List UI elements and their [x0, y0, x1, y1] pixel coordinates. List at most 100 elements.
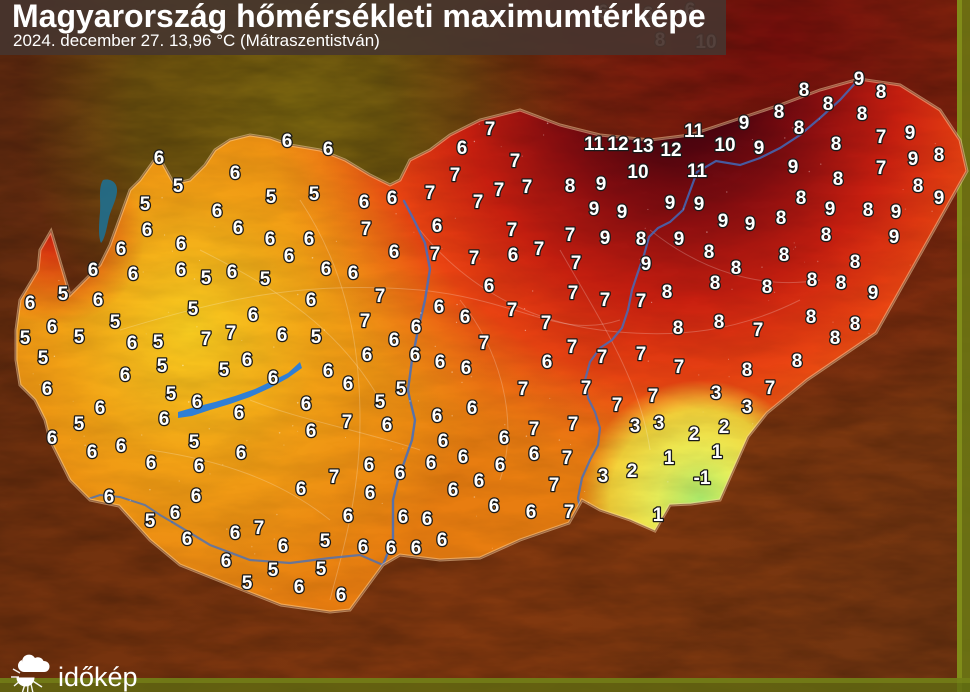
svg-text:7: 7 — [571, 253, 582, 274]
svg-text:6: 6 — [460, 307, 471, 328]
svg-text:9: 9 — [788, 157, 799, 178]
svg-text:6: 6 — [128, 264, 139, 285]
svg-text:7: 7 — [226, 323, 237, 344]
svg-text:6: 6 — [364, 455, 375, 476]
svg-text:6: 6 — [358, 537, 369, 558]
svg-text:6: 6 — [278, 536, 289, 557]
svg-text:7: 7 — [674, 357, 685, 378]
svg-text:2: 2 — [719, 417, 730, 438]
svg-text:6: 6 — [142, 220, 153, 241]
svg-text:6: 6 — [25, 293, 36, 314]
svg-text:-1: -1 — [694, 468, 711, 489]
svg-text:9: 9 — [600, 228, 611, 249]
svg-text:7: 7 — [469, 248, 480, 269]
svg-text:6: 6 — [348, 263, 359, 284]
svg-text:5: 5 — [74, 327, 85, 348]
svg-text:7: 7 — [636, 344, 647, 365]
svg-text:6: 6 — [411, 538, 422, 559]
svg-text:8: 8 — [636, 229, 647, 250]
svg-text:6: 6 — [146, 453, 157, 474]
svg-text:7: 7 — [479, 333, 490, 354]
svg-text:6: 6 — [457, 138, 468, 159]
svg-text:8: 8 — [731, 258, 742, 279]
svg-text:6: 6 — [192, 392, 203, 413]
svg-text:8: 8 — [796, 188, 807, 209]
svg-text:9: 9 — [694, 194, 705, 215]
svg-text:6: 6 — [422, 509, 433, 530]
svg-text:6: 6 — [282, 131, 293, 152]
svg-text:6: 6 — [362, 345, 373, 366]
svg-text:7: 7 — [518, 379, 529, 400]
svg-text:6: 6 — [432, 216, 443, 237]
svg-text:6: 6 — [529, 444, 540, 465]
svg-text:3: 3 — [742, 397, 753, 418]
svg-text:6: 6 — [236, 443, 247, 464]
svg-text:6: 6 — [382, 415, 393, 436]
svg-text:8: 8 — [934, 145, 945, 166]
svg-text:7: 7 — [507, 300, 518, 321]
svg-text:5: 5 — [188, 299, 199, 320]
svg-text:6: 6 — [321, 259, 332, 280]
svg-text:6: 6 — [194, 456, 205, 477]
svg-text:7: 7 — [753, 320, 764, 341]
svg-text:7: 7 — [534, 239, 545, 260]
svg-text:8: 8 — [704, 242, 715, 263]
svg-text:6: 6 — [389, 330, 400, 351]
svg-text:6: 6 — [306, 421, 317, 442]
svg-text:6: 6 — [499, 428, 510, 449]
svg-text:9: 9 — [739, 113, 750, 134]
svg-text:7: 7 — [567, 337, 578, 358]
svg-text:3: 3 — [598, 466, 609, 487]
svg-text:5: 5 — [309, 184, 320, 205]
svg-text:6: 6 — [191, 486, 202, 507]
svg-text:8: 8 — [807, 270, 818, 291]
svg-text:8: 8 — [792, 351, 803, 372]
svg-text:5: 5 — [320, 531, 331, 552]
svg-text:6: 6 — [343, 506, 354, 527]
svg-text:1: 1 — [653, 505, 664, 526]
svg-text:8: 8 — [794, 118, 805, 139]
svg-text:6: 6 — [461, 358, 472, 379]
svg-text:5: 5 — [242, 573, 253, 594]
svg-text:6: 6 — [432, 406, 443, 427]
svg-text:6: 6 — [474, 471, 485, 492]
svg-text:6: 6 — [304, 229, 315, 250]
svg-text:7: 7 — [430, 244, 441, 265]
svg-text:6: 6 — [426, 453, 437, 474]
svg-text:8: 8 — [876, 82, 887, 103]
svg-text:6: 6 — [154, 148, 165, 169]
svg-text:7: 7 — [565, 225, 576, 246]
svg-text:7: 7 — [541, 313, 552, 334]
svg-text:9: 9 — [718, 211, 729, 232]
svg-text:6: 6 — [227, 262, 238, 283]
svg-text:8: 8 — [799, 80, 810, 101]
svg-text:6: 6 — [484, 276, 495, 297]
svg-text:7: 7 — [473, 192, 484, 213]
svg-text:6: 6 — [467, 398, 478, 419]
svg-text:9: 9 — [854, 69, 865, 90]
svg-text:6: 6 — [410, 345, 421, 366]
svg-text:7: 7 — [600, 290, 611, 311]
svg-text:6: 6 — [323, 139, 334, 160]
svg-text:6: 6 — [387, 188, 398, 209]
svg-text:6: 6 — [212, 201, 223, 222]
svg-text:9: 9 — [665, 193, 676, 214]
svg-text:9: 9 — [825, 199, 836, 220]
svg-text:8: 8 — [774, 102, 785, 123]
svg-text:7: 7 — [568, 414, 579, 435]
svg-text:6: 6 — [248, 305, 259, 326]
svg-text:6: 6 — [389, 242, 400, 263]
svg-text:2: 2 — [627, 461, 638, 482]
svg-text:6: 6 — [120, 365, 131, 386]
svg-text:7: 7 — [342, 412, 353, 433]
svg-text:6: 6 — [296, 479, 307, 500]
svg-text:6: 6 — [170, 503, 181, 524]
svg-text:8: 8 — [779, 245, 790, 266]
svg-text:5: 5 — [311, 327, 322, 348]
svg-text:6: 6 — [268, 368, 279, 389]
svg-text:7: 7 — [361, 219, 372, 240]
svg-text:5: 5 — [110, 312, 121, 333]
svg-text:6: 6 — [47, 428, 58, 449]
svg-text:8: 8 — [857, 104, 868, 125]
svg-text:8: 8 — [830, 328, 841, 349]
